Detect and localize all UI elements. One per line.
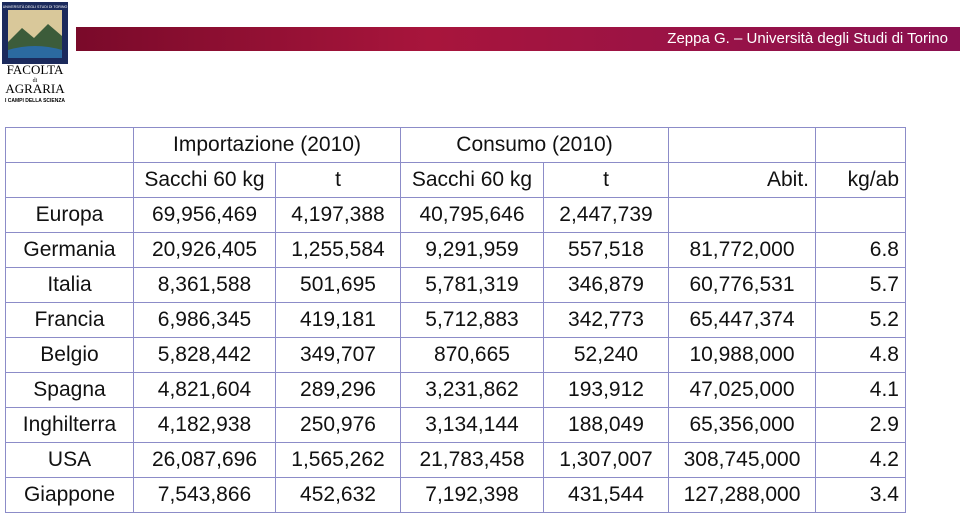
table-cell: 5,781,319 — [400, 267, 544, 303]
table-cell: 4,182,938 — [133, 407, 276, 443]
header-title: Zeppa G. – Università degli Studi di Tor… — [667, 30, 948, 47]
row-label: Inghilterra — [5, 407, 134, 443]
faculty-logo: UNIVERSITÀ DEGLI STUDI DI TORINO FACOLTA… — [2, 2, 68, 104]
table-cell: 9,291,959 — [400, 232, 544, 268]
group-header: Importazione (2010) — [133, 127, 401, 163]
table-cell: 870,665 — [400, 337, 544, 373]
row-label: USA — [5, 442, 134, 478]
table-cell: 308,745,000 — [668, 442, 816, 478]
table-cell: 188,049 — [543, 407, 669, 443]
table-cell: 289,296 — [275, 372, 401, 408]
table-cell: 21,783,458 — [400, 442, 544, 478]
table-cell: 5.7 — [815, 267, 906, 303]
table-cell: 2,447,739 — [543, 197, 669, 233]
logo-line: AGRARIA — [5, 81, 65, 96]
table-cell: 47,025,000 — [668, 372, 816, 408]
table-cell: 193,912 — [543, 372, 669, 408]
table-cell: 1,255,584 — [275, 232, 401, 268]
table-cell: 8,361,588 — [133, 267, 276, 303]
table-cell: 20,926,405 — [133, 232, 276, 268]
row-label: Spagna — [5, 372, 134, 408]
table-cell — [5, 162, 134, 198]
row-label: Francia — [5, 302, 134, 338]
table-cell: 81,772,000 — [668, 232, 816, 268]
table-row: USA 26,087,696 1,565,262 21,783,458 1,307,00… — [5, 442, 906, 478]
table-cell: 65,447,374 — [668, 302, 816, 338]
logo-water — [8, 46, 62, 58]
logo-line: FACOLTA — [7, 62, 64, 77]
table-cell: 40,795,646 — [400, 197, 544, 233]
table-cell: 127,288,000 — [668, 477, 816, 513]
table-cell — [5, 127, 134, 163]
unit-header: Sacchi 60 kg — [400, 162, 544, 198]
table-cell: 4,197,388 — [275, 197, 401, 233]
table-cell: 6,986,345 — [133, 302, 276, 338]
table-cell: 4.2 — [815, 442, 906, 478]
table-cell: 10,988,000 — [668, 337, 816, 373]
table-cell: 5,828,442 — [133, 337, 276, 373]
group-header: Consumo (2010) — [400, 127, 669, 163]
row-label: Italia — [5, 267, 134, 303]
unit-header: t — [275, 162, 401, 198]
unit-header: t — [543, 162, 669, 198]
table-cell — [815, 197, 906, 233]
table-row: Germania 20,926,405 1,255,584 9,291,959 557,… — [5, 232, 906, 268]
unit-header: Abit. — [668, 162, 816, 198]
table-cell: 60,776,531 — [668, 267, 816, 303]
table-cell: 3.4 — [815, 477, 906, 513]
table-cell: 26,087,696 — [133, 442, 276, 478]
table-row: Importazione (2010) Consumo (2010) — [5, 127, 906, 163]
table-cell: 3,134,144 — [400, 407, 544, 443]
row-label: Belgio — [5, 337, 134, 373]
logo-motto: I CAMPI DELLA SCIENZA — [5, 98, 65, 104]
table-cell: 2.9 — [815, 407, 906, 443]
table-cell: 4.1 — [815, 372, 906, 408]
table-cell: 5,712,883 — [400, 302, 544, 338]
table-cell: 452,632 — [275, 477, 401, 513]
table-cell: 342,773 — [543, 302, 669, 338]
table-cell: 501,695 — [275, 267, 401, 303]
table-row: Francia 6,986,345 419,181 5,712,883 342,773 6… — [5, 302, 906, 338]
row-label: Europa — [5, 197, 134, 233]
unit-header: kg/ab — [815, 162, 906, 198]
header-bar: Zeppa G. – Università degli Studi di Tor… — [76, 27, 960, 51]
table-row: Spagna 4,821,604 289,296 3,231,862 193,912 47… — [5, 372, 906, 408]
logo-arc: UNIVERSITÀ DEGLI STUDI DI TORINO — [3, 5, 68, 9]
table-cell — [815, 127, 906, 163]
table-cell: 7,192,398 — [400, 477, 544, 513]
table-cell: 349,707 — [275, 337, 401, 373]
row-label: Germania — [5, 232, 134, 268]
table-cell: 1,565,262 — [275, 442, 401, 478]
data-table: Importazione (2010) Consumo (2010) Sacchi … — [5, 127, 906, 513]
unit-header: Sacchi 60 kg — [133, 162, 276, 198]
table-cell: 4.8 — [815, 337, 906, 373]
table-cell: 69,956,469 — [133, 197, 276, 233]
table-cell: 557,518 — [543, 232, 669, 268]
table-cell: 5.2 — [815, 302, 906, 338]
table-row: Belgio 5,828,442 349,707 870,665 52,240 10,98… — [5, 337, 906, 373]
table-cell: 6.8 — [815, 232, 906, 268]
logo-line: di — [33, 78, 38, 84]
table-cell: 52,240 — [543, 337, 669, 373]
table-cell: 4,821,604 — [133, 372, 276, 408]
table-cell: 1,307,007 — [543, 442, 669, 478]
table-cell: 7,543,866 — [133, 477, 276, 513]
table-cell — [668, 127, 816, 163]
table-cell: 250,976 — [275, 407, 401, 443]
table-row: Europa 69,956,469 4,197,388 40,795,646 2,447… — [5, 197, 906, 233]
table-row: Sacchi 60 kg t Sacchi 60 kg t Abit. kg/ab — [5, 162, 906, 198]
table-cell: 65,356,000 — [668, 407, 816, 443]
table-row: Italia 8,361,588 501,695 5,781,319 346,879 60… — [5, 267, 906, 303]
table-cell: 431,544 — [543, 477, 669, 513]
table-cell: 346,879 — [543, 267, 669, 303]
table-row: Giappone 7,543,866 452,632 7,192,398 431,544… — [5, 477, 906, 513]
table-cell — [668, 197, 816, 233]
row-label: Giappone — [5, 477, 134, 513]
table-cell: 3,231,862 — [400, 372, 544, 408]
table-cell: 419,181 — [275, 302, 401, 338]
table-row: Inghilterra 4,182,938 250,976 3,134,144 188,… — [5, 407, 906, 443]
